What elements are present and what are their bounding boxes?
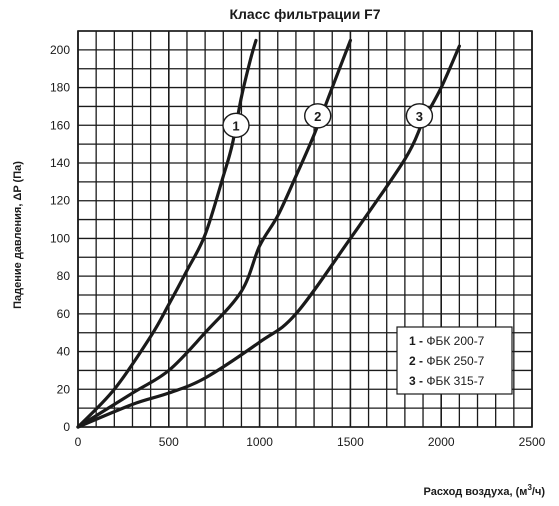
- x-tick-label: 500: [159, 435, 179, 449]
- legend: 1 - ФБК 200-72 - ФБК 250-73 - ФБК 315-7: [396, 326, 513, 395]
- legend-entry-number: 1 -: [409, 334, 426, 348]
- y-tick-label: 180: [50, 81, 70, 95]
- y-axis-label: Падение давления, ΔP (Па): [12, 161, 24, 309]
- legend-entry-name: ФБК 315-7: [426, 374, 484, 388]
- x-tick-label: 2500: [519, 435, 546, 449]
- y-tick-label: 200: [50, 43, 70, 57]
- x-axis-label-sup: 3: [527, 483, 532, 492]
- y-tick-label: 60: [57, 307, 71, 321]
- legend-entry-number: 3 -: [409, 374, 426, 388]
- tick-labels: 0 500 1000 1500 2000 2500 0 20 40 60 80 100 120 140 16…: [50, 43, 546, 449]
- legend-entry-1: 1 - ФБК 200-7: [409, 334, 485, 348]
- series-label-circle-1: [222, 112, 250, 138]
- y-tick-label: 80: [57, 269, 71, 283]
- plot-frame: [77, 30, 533, 428]
- y-tick-label: 40: [57, 345, 71, 359]
- series-label-circle-2: [304, 103, 332, 129]
- y-tick-label: 0: [63, 420, 70, 434]
- legend-entry-2: 2 - ФБК 250-7: [409, 354, 485, 368]
- series-label-circle-3: [405, 103, 434, 129]
- legend-entry-3: 3 - ФБК 315-7: [409, 374, 485, 388]
- y-tick-label: 120: [50, 194, 70, 208]
- series-label-3: 3: [416, 109, 423, 124]
- chart-title: Класс фильтрации F7: [229, 6, 380, 22]
- legend-entry-number: 2 -: [409, 354, 426, 368]
- y-tick-label: 140: [50, 156, 70, 170]
- legend-box: [396, 326, 513, 395]
- y-tick-label: 100: [50, 231, 70, 245]
- series-line-1: [76, 38, 258, 429]
- legend-entry-name: ФБК 200-7: [426, 334, 484, 348]
- series-number-labels: 1 2 3: [222, 103, 434, 138]
- x-tick-label: 2000: [428, 435, 455, 449]
- series-label-2: 2: [314, 109, 321, 124]
- x-tick-label: 1000: [246, 435, 273, 449]
- y-tick-label: 20: [57, 382, 71, 396]
- x-axis-label: Расход воздуха, (м3/ч): [424, 483, 546, 498]
- series-line-2: [76, 38, 352, 429]
- x-tick-label: 1500: [337, 435, 364, 449]
- x-axis-label-prefix: Расход воздуха, (м: [424, 486, 528, 498]
- x-tick-label: 0: [75, 435, 82, 449]
- y-tick-label: 160: [50, 118, 70, 132]
- legend-entry-name: ФБК 250-7: [426, 354, 484, 368]
- x-axis-label-suffix: /ч): [532, 486, 545, 498]
- series-label-1: 1: [232, 118, 239, 133]
